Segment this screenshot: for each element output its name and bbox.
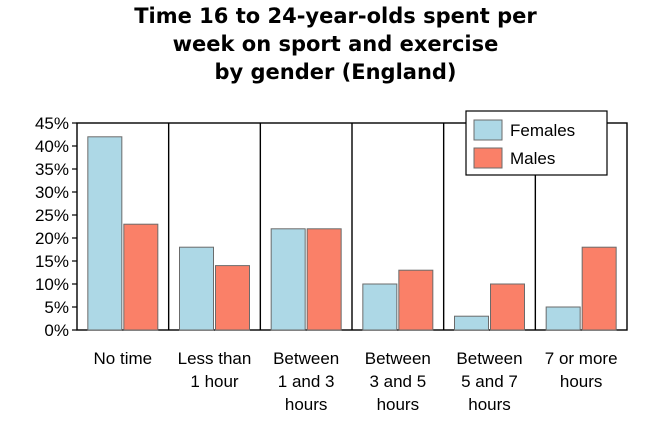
chart-title-line-1: Time 16 to 24-year-olds spent per [134, 4, 537, 28]
category-label-line: Less than [178, 349, 252, 368]
category-label-line: 5 and 7 [461, 372, 518, 391]
category-label-line: 7 or more [545, 349, 618, 368]
category-label: Between 5 and 7 hours [456, 349, 522, 414]
chart-title: Time 16 to 24-year-olds spent per week o… [0, 2, 671, 86]
bar-females [362, 283, 398, 331]
y-tick-label: 25% [35, 206, 69, 225]
legend-label: Females [510, 121, 575, 140]
bar-males [581, 246, 617, 331]
category-label: 7 or more hours [545, 349, 618, 391]
category-label-line: Between [456, 349, 522, 368]
y-tick-label: 15% [35, 252, 69, 271]
bar-males [215, 265, 250, 331]
category-label-line: 1 hour [190, 372, 239, 391]
category-label-line: 3 and 5 [369, 372, 426, 391]
legend-label: Males [510, 149, 555, 168]
category-label-line: 1 and 3 [278, 372, 335, 391]
legend-swatch [473, 119, 503, 141]
legend-swatch [473, 147, 503, 169]
bar-females [179, 246, 214, 331]
chart-title-line-2: week on sport and exercise [172, 32, 499, 56]
bar-males [398, 269, 434, 331]
y-tick-label: 10% [35, 275, 69, 294]
category-label-line: No time [94, 349, 153, 368]
bar-females [454, 315, 489, 331]
category-label: Between 1 and 3 hours [273, 349, 339, 414]
bar-females [545, 306, 581, 331]
bar-females [270, 228, 306, 331]
bar-males [123, 223, 159, 331]
y-tick-label: 5% [44, 298, 69, 317]
y-tick-label: 40% [35, 137, 69, 156]
y-tick-label: 35% [35, 160, 69, 179]
category-label: Less than 1 hour [178, 349, 252, 391]
category-label: Between 3 and 5 hours [365, 349, 431, 414]
bar-males [490, 283, 525, 331]
bar-females [87, 136, 123, 331]
category-label-line: hours [560, 372, 603, 391]
category-label-line: hours [285, 395, 328, 414]
bar-males [306, 228, 342, 331]
y-tick-label: 20% [35, 229, 69, 248]
category-label-line: Between [273, 349, 339, 368]
y-tick-label: 0% [44, 321, 69, 340]
category-label-line: hours [468, 395, 511, 414]
y-tick-label: 45% [35, 114, 69, 133]
chart-title-line-3: by gender (England) [214, 60, 457, 84]
category-label: No time [94, 349, 153, 368]
category-label-line: hours [377, 395, 420, 414]
category-label-line: Between [365, 349, 431, 368]
y-tick-label: 30% [35, 183, 69, 202]
